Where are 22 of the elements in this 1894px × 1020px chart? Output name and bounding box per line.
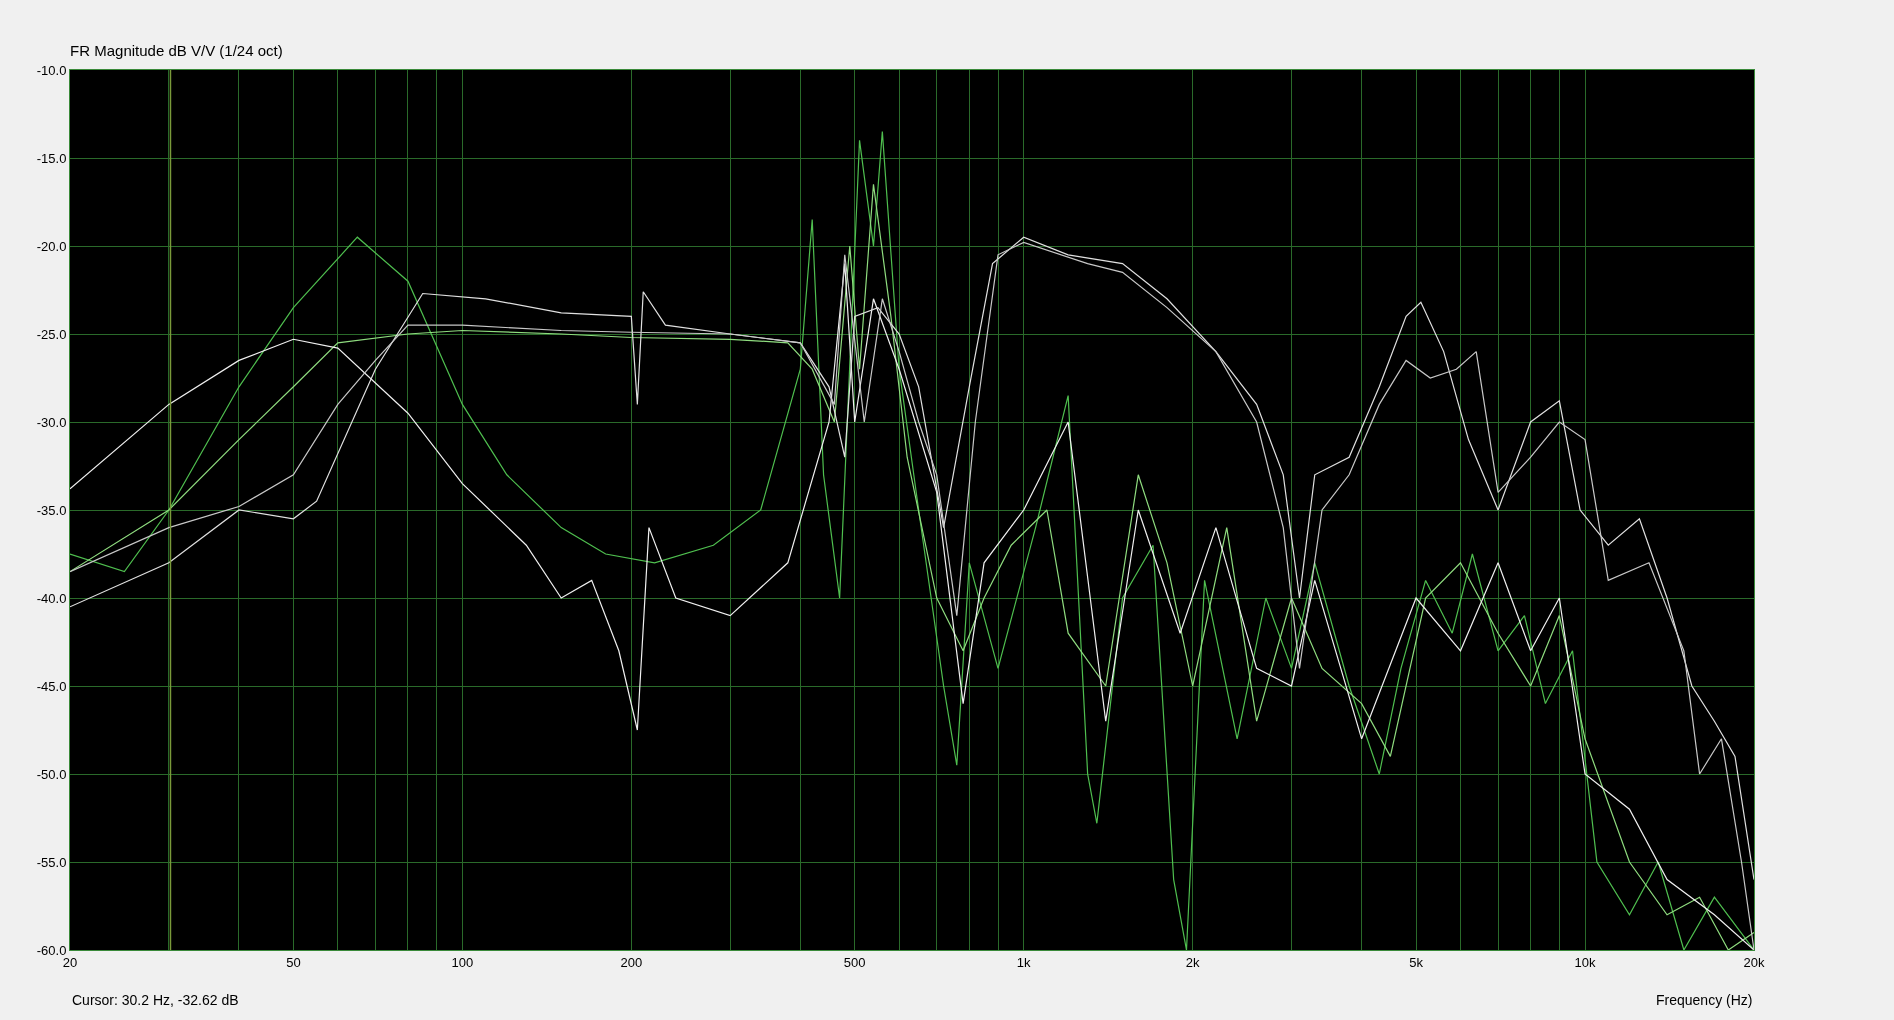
x-tick-label: 500 [843, 954, 866, 970]
x-tick-label: 50 [286, 954, 301, 970]
y-tick-label: -35.0 [36, 502, 67, 518]
x-tick-label: 200 [620, 954, 643, 970]
y-tick-label: -30.0 [36, 414, 67, 430]
y-tick-label: -45.0 [36, 678, 67, 694]
y-tick-label: -15.0 [36, 150, 67, 166]
y-tick-label: -55.0 [36, 854, 67, 870]
x-tick-label: 5k [1409, 954, 1424, 970]
x-tick-label: 20k [1743, 954, 1765, 970]
y-tick-label: -50.0 [36, 766, 67, 782]
text: Cursor: 30.2 Hz, -32.62 dB [72, 992, 239, 1008]
x-tick-label: 2k [1185, 954, 1201, 970]
y-tick-label: -10.0 [36, 62, 67, 78]
x-tick-label: 10k [1574, 954, 1596, 970]
x-tick-label: 1k [1016, 954, 1032, 970]
chart-title: FR Magnitude dB V/V (1/24 oct) [70, 42, 283, 60]
y-tick-label: -40.0 [36, 590, 67, 606]
y-tick-label: -20.0 [36, 238, 67, 254]
x-tick-label: 100 [451, 954, 474, 970]
y-tick-label: -25.0 [36, 326, 67, 342]
x-axis-title: Frequency (Hz) [1656, 992, 1753, 1008]
